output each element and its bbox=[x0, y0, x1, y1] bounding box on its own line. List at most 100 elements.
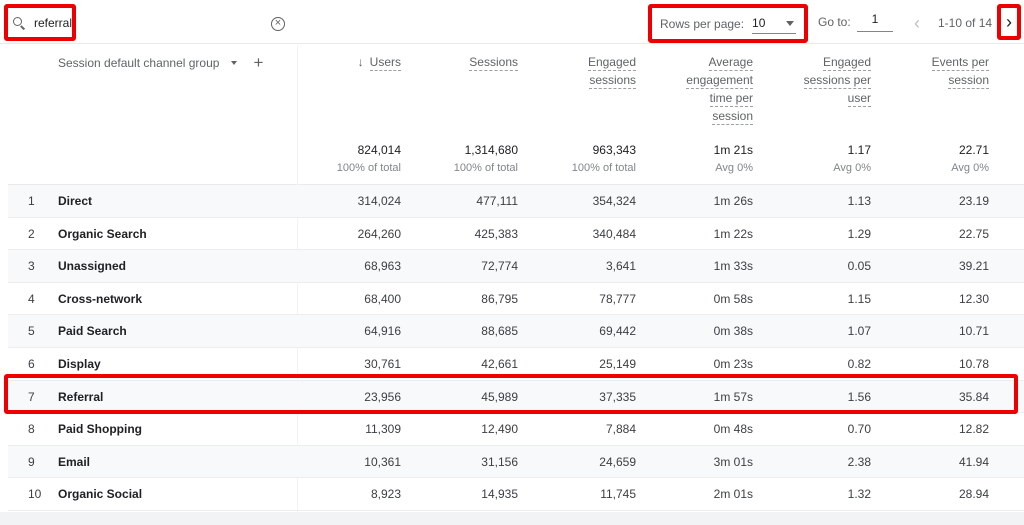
cell-avg-engagement-time: 2m 01s bbox=[713, 487, 753, 502]
cell-sessions: 477,111 bbox=[476, 194, 518, 208]
table-row[interactable]: 2 Organic Search 264,260 425,383 340,484 1m 2… bbox=[8, 218, 1024, 251]
cell-engaged-sessions-per-user: 1.15 bbox=[847, 291, 871, 306]
cell-sessions: 45,989 bbox=[481, 389, 518, 404]
total-avg-engagement-time-sub: Avg 0% bbox=[715, 162, 753, 174]
cell-sessions: 86,795 bbox=[481, 291, 518, 306]
dimension-header-label: Session default channel group bbox=[58, 56, 220, 70]
add-dimension-icon[interactable]: + bbox=[253, 53, 264, 72]
cell-users: 30,761 bbox=[364, 356, 401, 371]
dimension-dropdown-icon[interactable] bbox=[231, 61, 238, 65]
cell-engaged-sessions-per-user: 0.70 bbox=[847, 422, 871, 437]
total-sessions-sub: 100% of total bbox=[453, 162, 518, 174]
table-header: Session default channel group + ↓ Users S… bbox=[8, 45, 1024, 525]
clear-search-icon[interactable]: × bbox=[271, 17, 285, 31]
table-row[interactable]: 4 Cross-network 68,400 86,795 78,777 0m 58s 1.… bbox=[8, 283, 1024, 316]
col-header-engaged-sessions-per-user[interactable]: Engaged sessions per user bbox=[803, 55, 871, 107]
col-header-events-per-session[interactable]: Events per session bbox=[931, 55, 989, 89]
cell-events-per-session: 28.94 bbox=[958, 487, 989, 502]
cell-engaged-sessions-per-user: 1.32 bbox=[847, 487, 871, 502]
col-header-users[interactable]: ↓ Users bbox=[357, 55, 401, 71]
cell-engaged-sessions: 78,777 bbox=[599, 291, 636, 306]
table-row[interactable]: 6 Display 30,761 42,661 25,149 0m 23s 0.82 10.7… bbox=[8, 348, 1024, 381]
table-toolbar: referral × Rows per page: 10 Go to: 1 ‹ … bbox=[0, 0, 1024, 44]
search-icon bbox=[12, 16, 26, 30]
search-input[interactable]: referral bbox=[4, 4, 76, 41]
table-row[interactable]: 5 Paid Search 64,916 88,685 69,442 0m 38s 1.07… bbox=[8, 315, 1024, 348]
cell-engaged-sessions: 24,659 bbox=[599, 454, 636, 469]
channel-name[interactable]: Referral bbox=[58, 389, 104, 404]
cell-engaged-sessions: 3,641 bbox=[605, 259, 636, 274]
cell-avg-engagement-time: 1m 57s bbox=[713, 389, 753, 404]
channel-name[interactable]: Cross-network bbox=[58, 291, 143, 306]
row-index: 9 bbox=[28, 454, 35, 469]
next-page-button[interactable]: › bbox=[997, 4, 1021, 40]
col-header-sessions[interactable]: Sessions bbox=[469, 55, 518, 71]
table-body: 1 Direct 314,024 477,111 354,324 1m 26s 1.13 23… bbox=[8, 185, 1024, 511]
cell-users: 11,309 bbox=[365, 422, 401, 437]
cell-engaged-sessions: 340,484 bbox=[592, 226, 636, 241]
cell-users: 68,963 bbox=[364, 259, 401, 274]
dimension-header[interactable]: Session default channel group + bbox=[58, 53, 264, 72]
cell-avg-engagement-time: 0m 58s bbox=[713, 291, 753, 306]
channel-name[interactable]: Paid Shopping bbox=[58, 422, 142, 437]
total-engaged-sessions-per-user: 1.17 bbox=[847, 143, 871, 157]
cell-users: 23,956 bbox=[364, 389, 401, 404]
cell-users: 8,923 bbox=[370, 487, 401, 502]
horizontal-scrollbar[interactable] bbox=[0, 512, 1024, 525]
row-index: 3 bbox=[28, 259, 35, 274]
cell-avg-engagement-time: 1m 22s bbox=[713, 226, 753, 241]
table-row[interactable]: 7 Referral 23,956 45,989 37,335 1m 57s 1.56 35.… bbox=[8, 380, 1024, 414]
cell-engaged-sessions-per-user: 1.29 bbox=[847, 226, 871, 241]
cell-avg-engagement-time: 0m 23s bbox=[713, 356, 753, 371]
channel-name[interactable]: Organic Social bbox=[58, 487, 143, 502]
cell-users: 314,024 bbox=[357, 194, 401, 208]
total-avg-engagement-time: 1m 21s bbox=[713, 143, 753, 157]
cell-users: 64,916 bbox=[364, 324, 401, 339]
channel-name[interactable]: Unassigned bbox=[58, 259, 127, 274]
cell-events-per-session: 10.78 bbox=[958, 356, 989, 371]
cell-avg-engagement-time: 0m 38s bbox=[713, 324, 753, 339]
table-row[interactable]: 10 Organic Social 8,923 14,935 11,745 2m 01s 1… bbox=[8, 478, 1024, 511]
cell-engaged-sessions: 69,442 bbox=[599, 324, 636, 339]
table-row[interactable]: 1 Direct 314,024 477,111 354,324 1m 26s 1.13 23… bbox=[8, 185, 1024, 218]
chevron-down-icon bbox=[786, 20, 795, 26]
channel-name[interactable]: Direct bbox=[58, 194, 93, 208]
column-divider bbox=[297, 45, 298, 525]
cell-engaged-sessions: 7,884 bbox=[605, 422, 636, 437]
goto-page-input[interactable]: 1 bbox=[857, 12, 893, 32]
cell-engaged-sessions-per-user: 1.56 bbox=[847, 389, 871, 404]
prev-page-icon[interactable]: ‹ bbox=[914, 13, 920, 33]
total-users: 824,014 bbox=[357, 143, 401, 157]
cell-users: 10,361 bbox=[364, 454, 401, 469]
rows-per-page-select[interactable]: 10 bbox=[752, 14, 797, 34]
cell-engaged-sessions: 354,324 bbox=[592, 194, 636, 208]
table-row[interactable]: 9 Email 10,361 31,156 24,659 3m 01s 2.38 41.94 bbox=[8, 445, 1024, 479]
cell-events-per-session: 41.94 bbox=[958, 454, 989, 469]
rows-per-page: Rows per page: 10 bbox=[648, 4, 808, 43]
cell-avg-engagement-time: 1m 33s bbox=[713, 259, 753, 274]
cell-events-per-session: 39.21 bbox=[958, 259, 989, 274]
cell-events-per-session: 12.82 bbox=[958, 422, 989, 437]
cell-users: 264,260 bbox=[357, 226, 401, 241]
goto-label: Go to: bbox=[818, 15, 851, 29]
cell-engaged-sessions-per-user: 0.05 bbox=[847, 259, 871, 274]
cell-sessions: 31,156 bbox=[481, 454, 518, 469]
cell-engaged-sessions: 25,149 bbox=[599, 356, 636, 371]
channel-name[interactable]: Email bbox=[58, 454, 91, 469]
table-row[interactable]: 8 Paid Shopping 11,309 12,490 7,884 0m 48s 0.7… bbox=[8, 413, 1024, 446]
col-header-engaged-sessions[interactable]: Engaged sessions bbox=[587, 55, 636, 89]
table-row[interactable]: 3 Unassigned 68,963 72,774 3,641 1m 33s 0.05 39… bbox=[8, 250, 1024, 283]
col-header-avg-engagement-time[interactable]: Average engagement time per session bbox=[686, 55, 753, 125]
search-value: referral bbox=[33, 15, 72, 30]
cell-sessions: 72,774 bbox=[481, 259, 518, 274]
channel-name[interactable]: Display bbox=[58, 356, 101, 371]
cell-events-per-session: 35.84 bbox=[958, 389, 989, 404]
channel-name[interactable]: Organic Search bbox=[58, 226, 147, 241]
channel-name[interactable]: Paid Search bbox=[58, 324, 127, 339]
row-index: 5 bbox=[28, 324, 35, 339]
cell-sessions: 14,935 bbox=[481, 487, 518, 502]
cell-events-per-session: 10.71 bbox=[958, 324, 989, 339]
cell-engaged-sessions-per-user: 0.82 bbox=[847, 356, 871, 371]
total-sessions: 1,314,680 bbox=[464, 143, 518, 157]
row-index: 2 bbox=[28, 226, 35, 241]
